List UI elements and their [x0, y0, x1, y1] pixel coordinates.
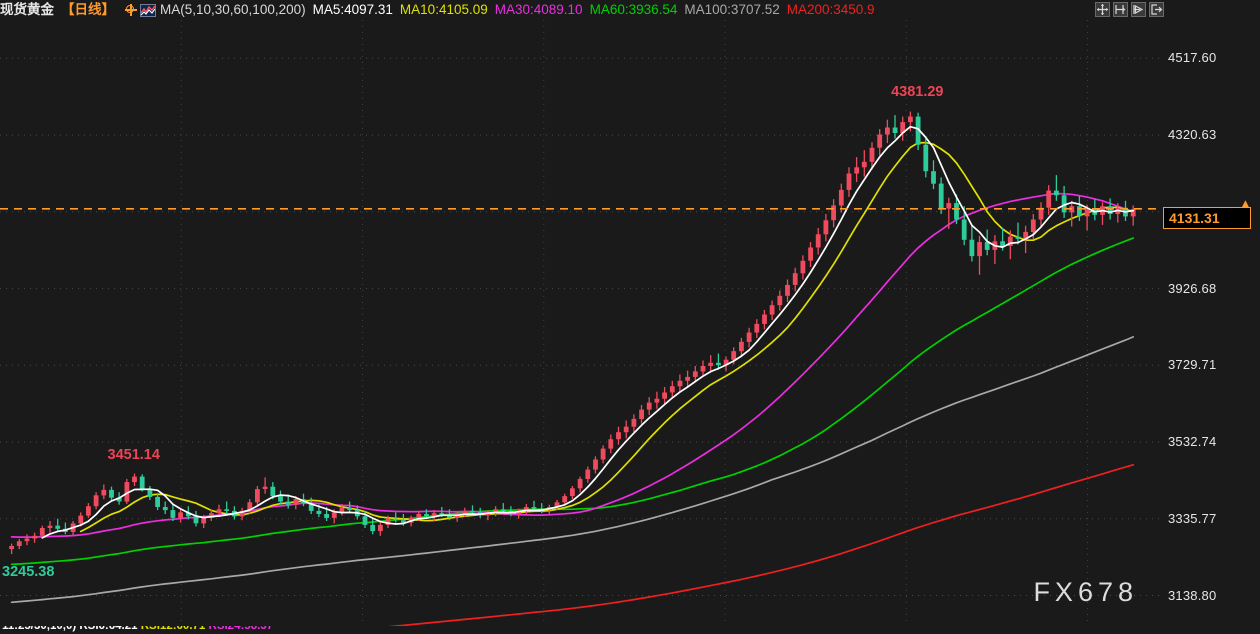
- move-crosshair-icon[interactable]: [1095, 2, 1110, 17]
- price-axis[interactable]: 4517.60 4320.63 4123.66 3926.68 3729.71 …: [1160, 20, 1260, 634]
- align-left-icon[interactable]: [1113, 2, 1128, 17]
- rsi-label-3: RSI24:58.37: [208, 626, 274, 632]
- y-tick: 3532.74: [1168, 434, 1217, 449]
- ma200-line: [304, 463, 1135, 634]
- timeframe-label[interactable]: 【日线】: [61, 2, 115, 17]
- y-tick: 3926.68: [1168, 280, 1217, 296]
- symbol-name: 现货黄金: [0, 2, 54, 17]
- ma10-line: [79, 141, 1135, 533]
- grid-lines: [0, 57, 1160, 596]
- bottom-indicator-strip: 11:25/30,10,0) RSI6:64.21 RSI12:60.71 RS…: [0, 626, 1260, 634]
- swing-annotation: 3451.14: [107, 446, 160, 463]
- ma200-value: MA200:3450.9: [786, 2, 875, 17]
- vertical-grid-lines: [180, 20, 1088, 634]
- candlestick-canvas: [0, 20, 1160, 634]
- mini-chart-icon[interactable]: [140, 3, 156, 17]
- candlestick-series: [9, 111, 1136, 555]
- ma-definition-label: MA(5,10,30,60,100,200): [160, 2, 306, 17]
- chart-toolbar: [1095, 2, 1164, 17]
- ma10-value: MA10:4105.09: [399, 2, 488, 17]
- y-tick: 3729.71: [1168, 357, 1217, 373]
- y-tick: 4320.63: [1168, 127, 1217, 143]
- ma5-line: [41, 125, 1135, 539]
- ma100-value: MA100:3707.52: [684, 2, 780, 17]
- rsi-label-1: 11:25/30,10,0) RSI6:64.21: [2, 626, 141, 632]
- chart-legend-bar: 现货黄金 【日线】 MA(5,10,30,60,100,200) MA5:409…: [0, 0, 1260, 20]
- y-tick: 3138.80: [1168, 587, 1217, 603]
- low-annotation: 3245.38: [2, 563, 55, 580]
- ma100-line: [10, 336, 1135, 604]
- ma60-line: [10, 237, 1135, 566]
- chart-plot-area[interactable]: 4381.29 3451.14 3245.38 FX678: [0, 20, 1160, 634]
- crosshair-icon[interactable]: [125, 4, 137, 16]
- align-right-icon[interactable]: [1131, 2, 1146, 17]
- y-tick: 3335.77: [1168, 510, 1217, 526]
- rsi-label-2: RSI12:60.71: [140, 626, 209, 632]
- ma5-value: MA5:4097.31: [312, 2, 393, 17]
- y-tick: 4517.60: [1168, 50, 1217, 66]
- ma30-value: MA30:4089.10: [494, 2, 583, 17]
- exit-icon[interactable]: [1149, 2, 1164, 17]
- ma30-line: [10, 192, 1135, 538]
- high-annotation: 4381.29: [891, 84, 944, 101]
- current-price-badge[interactable]: 4131.31: [1163, 206, 1251, 229]
- ma60-value: MA60:3936.54: [589, 2, 678, 17]
- watermark: FX678: [1033, 577, 1138, 607]
